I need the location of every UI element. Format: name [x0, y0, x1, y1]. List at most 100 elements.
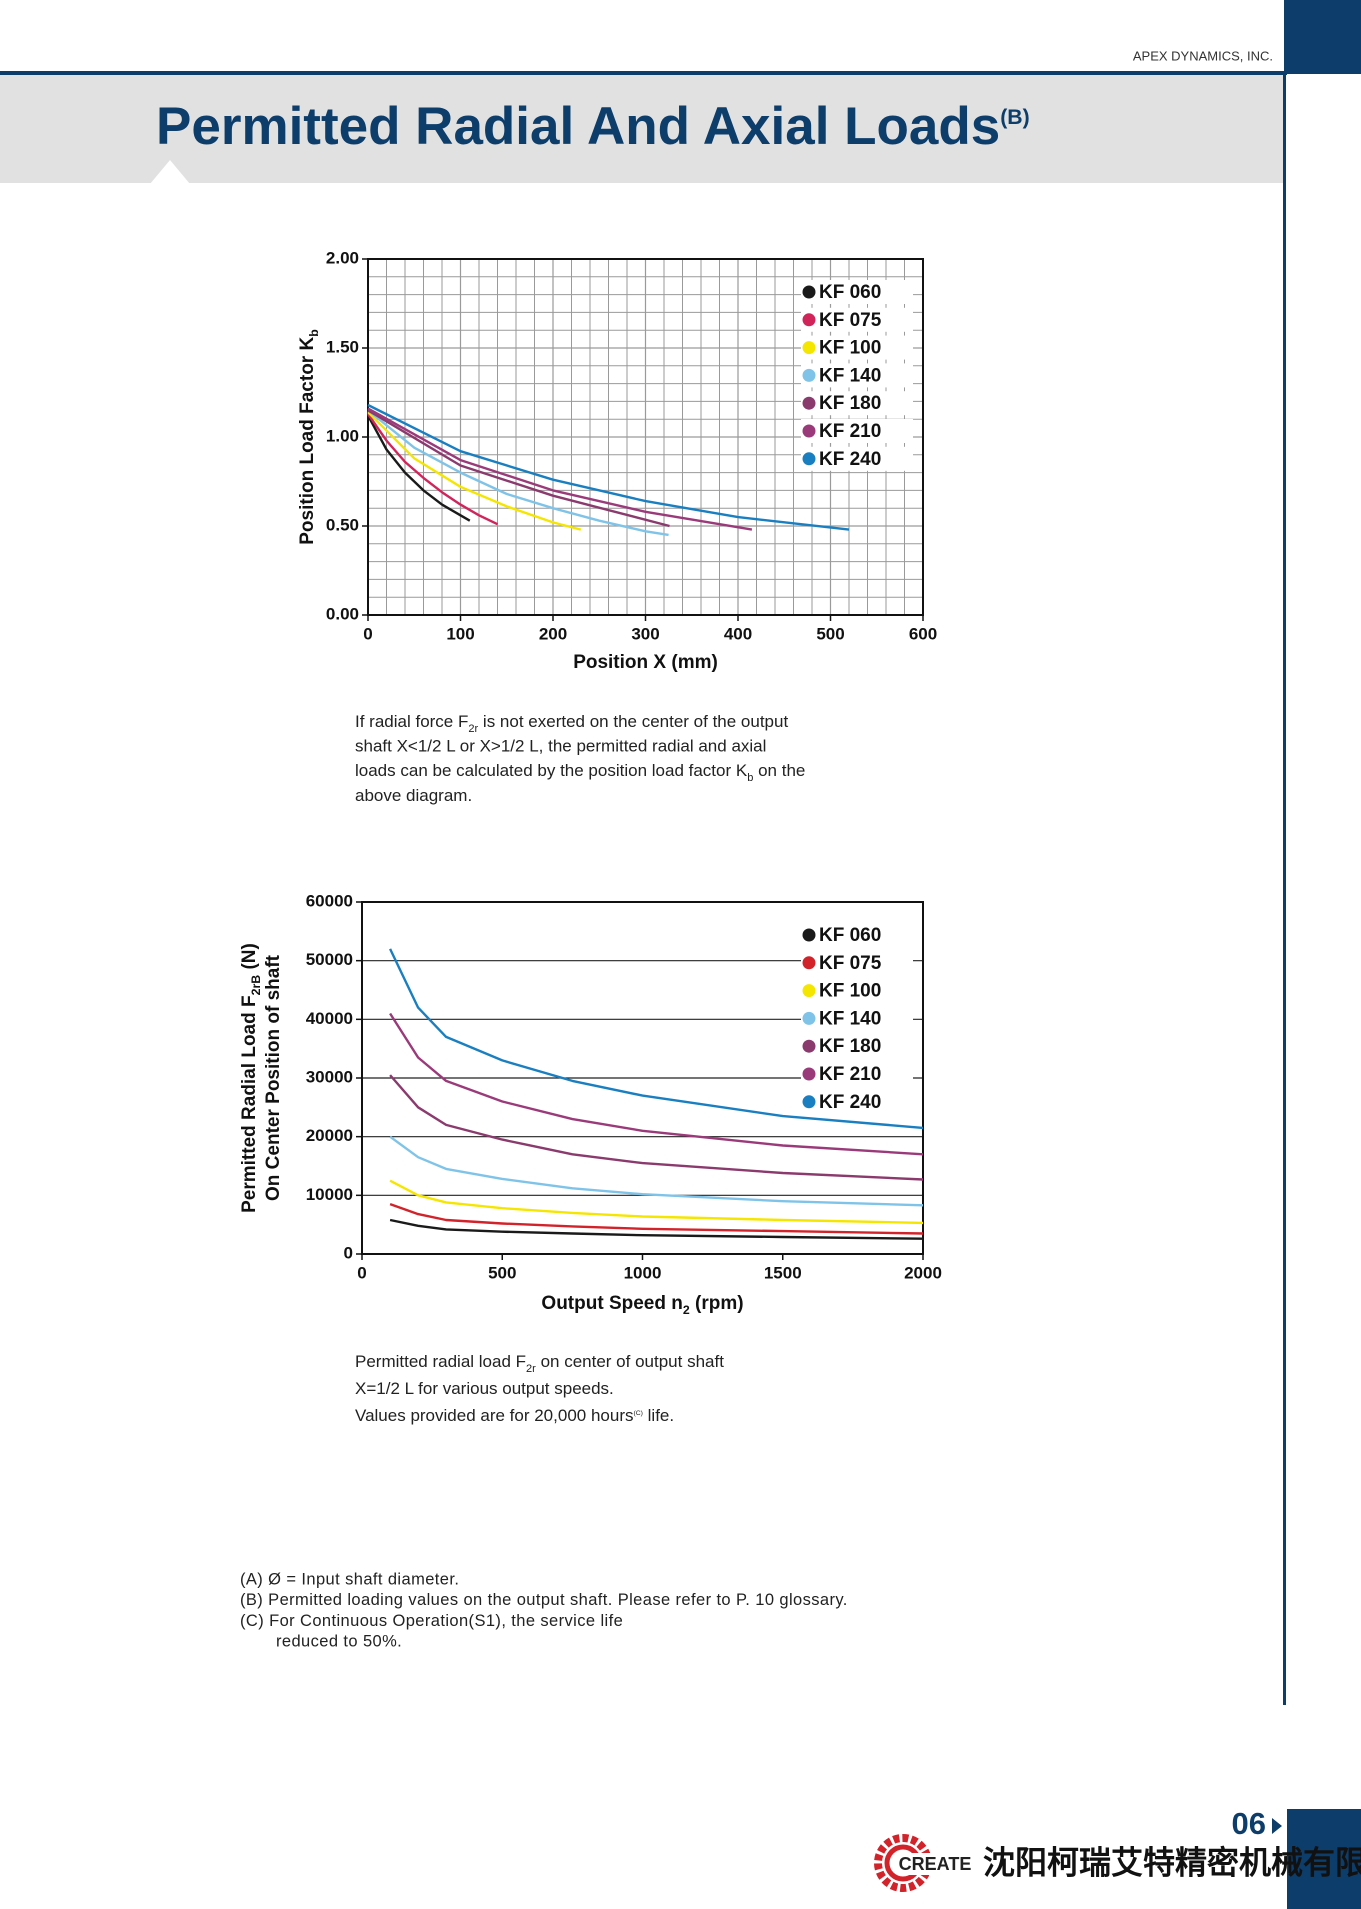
y-tick-label: 0.00: [326, 604, 359, 623]
legend-swatch: [802, 452, 816, 466]
legend-label: KF 180: [819, 1036, 881, 1057]
x-tick-label: 600: [909, 624, 937, 643]
legend-label: KF 100: [819, 338, 881, 359]
y-axis-label: Permitted Radial Load F2rB (N): [239, 943, 263, 1213]
legend-label: KF 140: [819, 365, 881, 386]
series-line: [389, 1012, 924, 1156]
series-line: [389, 1218, 924, 1240]
legend-swatch: [802, 1095, 816, 1109]
page-arrow: [1272, 1818, 1282, 1834]
caption-line: X=1/2 L for various output speeds.: [355, 1379, 614, 1398]
text-run: life.: [643, 1406, 674, 1425]
legend-swatch: [802, 928, 816, 942]
series-line: [389, 1074, 924, 1181]
caption-line: Values provided are for 20,000 hours(C) …: [355, 1406, 674, 1425]
legend-backing: [801, 950, 913, 975]
legend-swatch: [802, 984, 816, 998]
legend-backing: [801, 335, 913, 360]
legend-backing: [801, 1006, 913, 1031]
y-tick-label: 10000: [306, 1185, 353, 1204]
series-line: [366, 415, 471, 522]
text-run: On Center Position of shaft: [263, 954, 284, 1201]
y-tick-label: 50000: [306, 950, 353, 969]
x-tick-label: 0: [357, 1263, 366, 1282]
subscript: 2rB: [249, 975, 263, 996]
legend-swatch: [802, 424, 816, 438]
text-run: Permitted radial load F: [355, 1352, 526, 1371]
legend-backing: [801, 1062, 913, 1086]
x-axis-label: Position X (mm): [573, 652, 718, 673]
superscript: (C): [633, 1410, 642, 1417]
x-tick-label: 300: [631, 624, 659, 643]
legend-backing: [801, 978, 913, 1003]
y-tick-label: 60000: [306, 891, 353, 910]
caption-line: Permitted radial load F2r on center of o…: [355, 1352, 724, 1374]
text-run: (N): [239, 943, 260, 975]
side-rule: [1283, 71, 1286, 1705]
legend-swatch: [802, 313, 816, 327]
header-rule: [0, 71, 1287, 75]
legend-label: KF 210: [819, 421, 881, 442]
legend-label: KF 060: [819, 925, 881, 946]
plot-frame: [367, 258, 924, 616]
series-line: [389, 948, 924, 1130]
footnote: (A) Ø = Input shaft diameter.: [240, 1570, 459, 1588]
caption-line: shaft X<1/2 L or X>1/2 L, the permitted …: [355, 737, 766, 756]
x-tick-label: 1500: [764, 1263, 802, 1282]
legend-label: KF 075: [819, 310, 882, 331]
series-line: [367, 409, 670, 528]
x-tick-label: 500: [816, 624, 844, 643]
legend-label: KF 140: [819, 1008, 881, 1029]
legend-backing: [801, 307, 913, 332]
text-run: Permitted Radial And Axial Loads: [156, 97, 1000, 156]
company-name: APEX DYNAMICS, INC.: [1133, 48, 1273, 63]
text-run: Output Speed n: [541, 1293, 682, 1314]
legend-label: KF 240: [819, 1092, 881, 1113]
subscript: b: [747, 772, 753, 784]
legend-label: KF 240: [819, 449, 881, 470]
x-tick-label: 400: [724, 624, 752, 643]
legend-backing: [801, 1034, 913, 1059]
y-tick-label: 2.00: [326, 248, 359, 267]
series-line: [367, 407, 753, 531]
legend-backing: [801, 363, 913, 388]
legend-swatch: [802, 1039, 816, 1053]
legend-label: KF 075: [819, 953, 882, 974]
plot-frame: [361, 901, 924, 1255]
text-run: on the: [753, 762, 805, 781]
legend-swatch: [802, 1011, 816, 1025]
footnote: (C) For Continuous Operation(S1), the se…: [240, 1612, 623, 1630]
y-tick-label: 1.00: [326, 426, 359, 445]
text-run: above diagram.: [355, 786, 472, 805]
text-run: X=1/2 L for various output speeds.: [355, 1379, 614, 1398]
footnote: (B) Permitted loading values on the outp…: [240, 1591, 848, 1609]
legend-label: KF 100: [819, 981, 881, 1002]
text-run: Values provided are for 20,000 hours: [355, 1406, 633, 1425]
y-tick-label: 20000: [306, 1126, 353, 1145]
text-run: shaft X<1/2 L or X>1/2 L, the permitted …: [355, 737, 766, 756]
x-axis-label: Output Speed n2 (rpm): [541, 1293, 743, 1317]
x-tick-label: 500: [488, 1263, 516, 1282]
logo-text: CREATE: [899, 1854, 972, 1874]
legend-backing: [801, 1089, 913, 1114]
subscript: 2: [683, 1303, 690, 1317]
series-line: [389, 1179, 924, 1225]
legend-swatch: [802, 396, 816, 410]
corner-block: [1284, 0, 1361, 74]
text-run: on center of output shaft: [536, 1352, 724, 1371]
legend-backing: [801, 446, 913, 471]
y-axis-label: Position Load Factor Kb: [297, 329, 321, 545]
legend-backing: [801, 419, 913, 443]
text-run: Permitted Radial Load F: [239, 995, 260, 1212]
series-line: [367, 413, 499, 526]
text-run: If radial force F: [355, 712, 468, 731]
superscript: (B): [1000, 106, 1029, 129]
caption-line: If radial force F2r is not exerted on th…: [355, 712, 788, 734]
title-band: [0, 75, 1284, 183]
series-line: [367, 403, 850, 531]
y-tick-label: 40000: [306, 1009, 353, 1028]
series-line: [389, 1202, 924, 1235]
series-line: [389, 1135, 924, 1207]
subscript: b: [307, 329, 321, 337]
